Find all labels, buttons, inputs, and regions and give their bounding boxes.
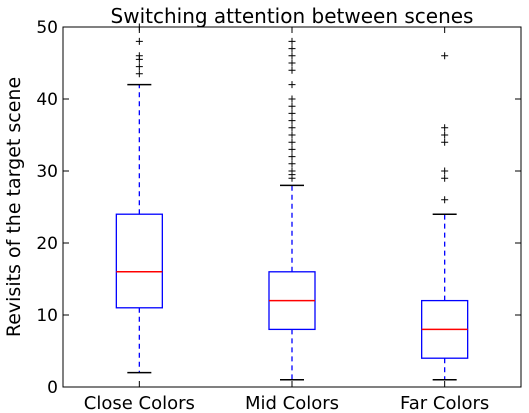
x-tick-label: Close Colors xyxy=(84,393,195,413)
outlier-point xyxy=(441,196,449,204)
outlier-point xyxy=(441,174,449,182)
outlier-point xyxy=(288,37,296,45)
outlier-point xyxy=(441,138,449,146)
outlier-point xyxy=(441,167,449,175)
outlier-point xyxy=(135,52,143,60)
outlier-point xyxy=(288,153,296,161)
y-tick-label: 0 xyxy=(47,378,58,398)
y-tick-label: 40 xyxy=(36,90,58,110)
outlier-point xyxy=(441,131,449,139)
x-tick-label: Far Colors xyxy=(400,393,489,413)
y-tick-label: 10 xyxy=(36,306,58,326)
outlier-point xyxy=(288,124,296,132)
outlier-point xyxy=(288,45,296,53)
chart-title: Switching attention between scenes xyxy=(111,4,474,28)
outlier-point xyxy=(288,145,296,153)
y-tick-label: 20 xyxy=(36,234,58,254)
outlier-point xyxy=(288,160,296,168)
y-axis-label: Revisits of the target scene xyxy=(3,77,25,337)
box-iqr xyxy=(115,213,163,309)
outlier-point xyxy=(288,131,296,139)
outlier-point xyxy=(288,117,296,125)
outlier-point xyxy=(441,52,449,60)
outlier-point xyxy=(288,167,296,175)
outlier-point xyxy=(288,109,296,117)
outlier-point xyxy=(288,138,296,146)
plot-area: 0 10 20 30 40 50 Close Colors Mid Colors Far Col… xyxy=(36,18,522,413)
x-tick-label: Mid Colors xyxy=(245,393,339,413)
outlier-point xyxy=(288,52,296,60)
y-tick-label: 30 xyxy=(36,162,58,182)
outlier-point xyxy=(441,124,449,132)
y-tick-label: 50 xyxy=(36,18,58,38)
outlier-point xyxy=(135,70,143,78)
outlier-point xyxy=(288,95,296,103)
outlier-point xyxy=(288,59,296,67)
outlier-point xyxy=(288,102,296,110)
outlier-point xyxy=(288,81,296,89)
outlier-point xyxy=(135,37,143,45)
outlier-point xyxy=(135,63,143,71)
outlier-point xyxy=(288,66,296,74)
